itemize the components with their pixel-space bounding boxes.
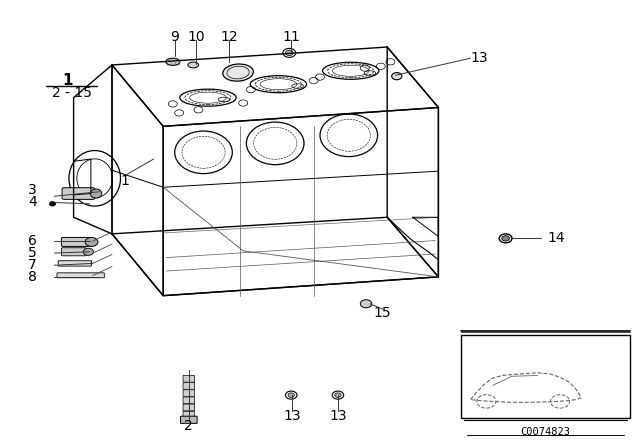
- Ellipse shape: [223, 64, 253, 81]
- Text: 7: 7: [28, 258, 37, 272]
- FancyBboxPatch shape: [58, 261, 92, 266]
- Text: 13: 13: [329, 409, 347, 423]
- FancyBboxPatch shape: [183, 397, 195, 404]
- Text: 1: 1: [62, 73, 72, 88]
- Text: 11: 11: [282, 30, 300, 44]
- Text: 4: 4: [28, 195, 37, 210]
- Text: 12: 12: [220, 30, 238, 44]
- FancyBboxPatch shape: [62, 188, 95, 199]
- Circle shape: [85, 237, 98, 246]
- Text: 1: 1: [120, 174, 129, 189]
- Circle shape: [49, 202, 56, 206]
- Text: 8: 8: [28, 270, 37, 284]
- Text: 15: 15: [374, 306, 392, 320]
- Text: 2 - 15: 2 - 15: [52, 86, 92, 100]
- FancyBboxPatch shape: [180, 416, 197, 423]
- Circle shape: [502, 236, 509, 241]
- Circle shape: [285, 50, 293, 56]
- FancyBboxPatch shape: [183, 383, 195, 389]
- Circle shape: [83, 248, 93, 255]
- Ellipse shape: [188, 62, 199, 68]
- Text: 9: 9: [170, 30, 179, 44]
- Circle shape: [288, 393, 294, 397]
- Circle shape: [335, 393, 341, 397]
- Text: C0074823: C0074823: [520, 427, 571, 437]
- Text: 2: 2: [184, 419, 193, 434]
- FancyBboxPatch shape: [183, 390, 195, 396]
- FancyBboxPatch shape: [61, 248, 86, 256]
- Circle shape: [360, 300, 372, 308]
- FancyBboxPatch shape: [183, 404, 195, 411]
- FancyBboxPatch shape: [57, 273, 104, 278]
- Text: 6: 6: [28, 234, 37, 248]
- Text: 13: 13: [470, 51, 488, 65]
- Bar: [461, 335, 630, 418]
- Text: 13: 13: [284, 409, 301, 423]
- Text: 3: 3: [28, 183, 37, 198]
- FancyBboxPatch shape: [183, 375, 195, 382]
- FancyBboxPatch shape: [183, 411, 195, 418]
- FancyBboxPatch shape: [61, 237, 90, 246]
- Text: 5: 5: [28, 246, 37, 260]
- Text: 14: 14: [547, 231, 565, 246]
- Circle shape: [392, 73, 402, 80]
- Ellipse shape: [90, 189, 102, 198]
- Ellipse shape: [166, 58, 180, 65]
- Text: 10: 10: [188, 30, 205, 44]
